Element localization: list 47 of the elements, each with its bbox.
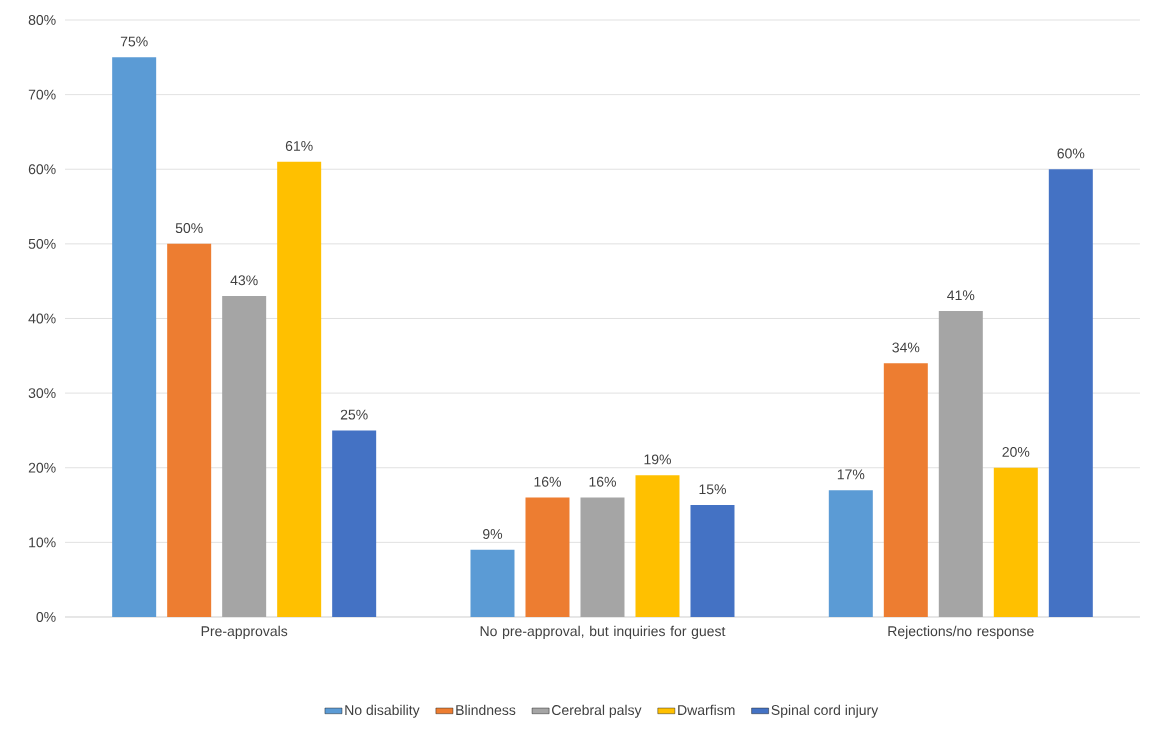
data-label: 60% [1057, 148, 1085, 159]
data-label: 25% [340, 409, 368, 420]
bar [332, 430, 377, 617]
bar [690, 505, 735, 617]
data-label: 41% [947, 290, 975, 301]
data-label: 20% [1002, 446, 1030, 457]
bar [828, 490, 873, 617]
y-tick-label: 40% [28, 313, 56, 324]
bar [938, 311, 983, 617]
bar [222, 296, 267, 617]
y-tick-label: 50% [28, 238, 56, 249]
y-tick-label: 10% [29, 537, 56, 548]
bar [883, 363, 928, 617]
data-label: 34% [892, 342, 920, 353]
bar [580, 497, 625, 617]
y-tick-label: 0% [36, 612, 56, 622]
data-label: 9% [483, 529, 503, 539]
legend-label: Dwarfism [678, 704, 735, 716]
bar [167, 243, 212, 617]
x-tick-label: No pre-approval, but inquiries for guest [480, 625, 726, 639]
y-tick-label: 60% [28, 164, 56, 175]
data-label: 61% [285, 140, 313, 151]
bar [993, 467, 1038, 617]
legend-label: No disability [345, 704, 420, 718]
data-label: 17% [837, 469, 865, 480]
data-label: 16% [534, 476, 561, 487]
bar [470, 549, 515, 617]
data-label: 43% [230, 275, 258, 286]
bar [1048, 169, 1093, 617]
legend-label: Cerebral palsy [552, 704, 642, 718]
y-tick-label: 70% [28, 89, 56, 100]
x-tick-label: Pre-approvals [201, 625, 288, 639]
data-label: 16% [589, 476, 616, 487]
bar [112, 57, 157, 617]
bar [277, 161, 322, 617]
data-label: 50% [175, 223, 203, 234]
x-tick-label: Rejections/no response [888, 625, 1034, 639]
bar [635, 475, 680, 617]
y-tick-label: 80% [28, 15, 56, 25]
legend-label: Spinal cord injury [771, 704, 879, 718]
y-tick-label: 20% [28, 462, 56, 473]
data-label: 75% [120, 36, 148, 47]
bar [525, 497, 570, 617]
y-tick-label: 30% [28, 388, 56, 399]
legend-label: Blindness [456, 704, 516, 716]
data-label: 15% [699, 484, 726, 495]
data-label: 19% [644, 454, 671, 465]
